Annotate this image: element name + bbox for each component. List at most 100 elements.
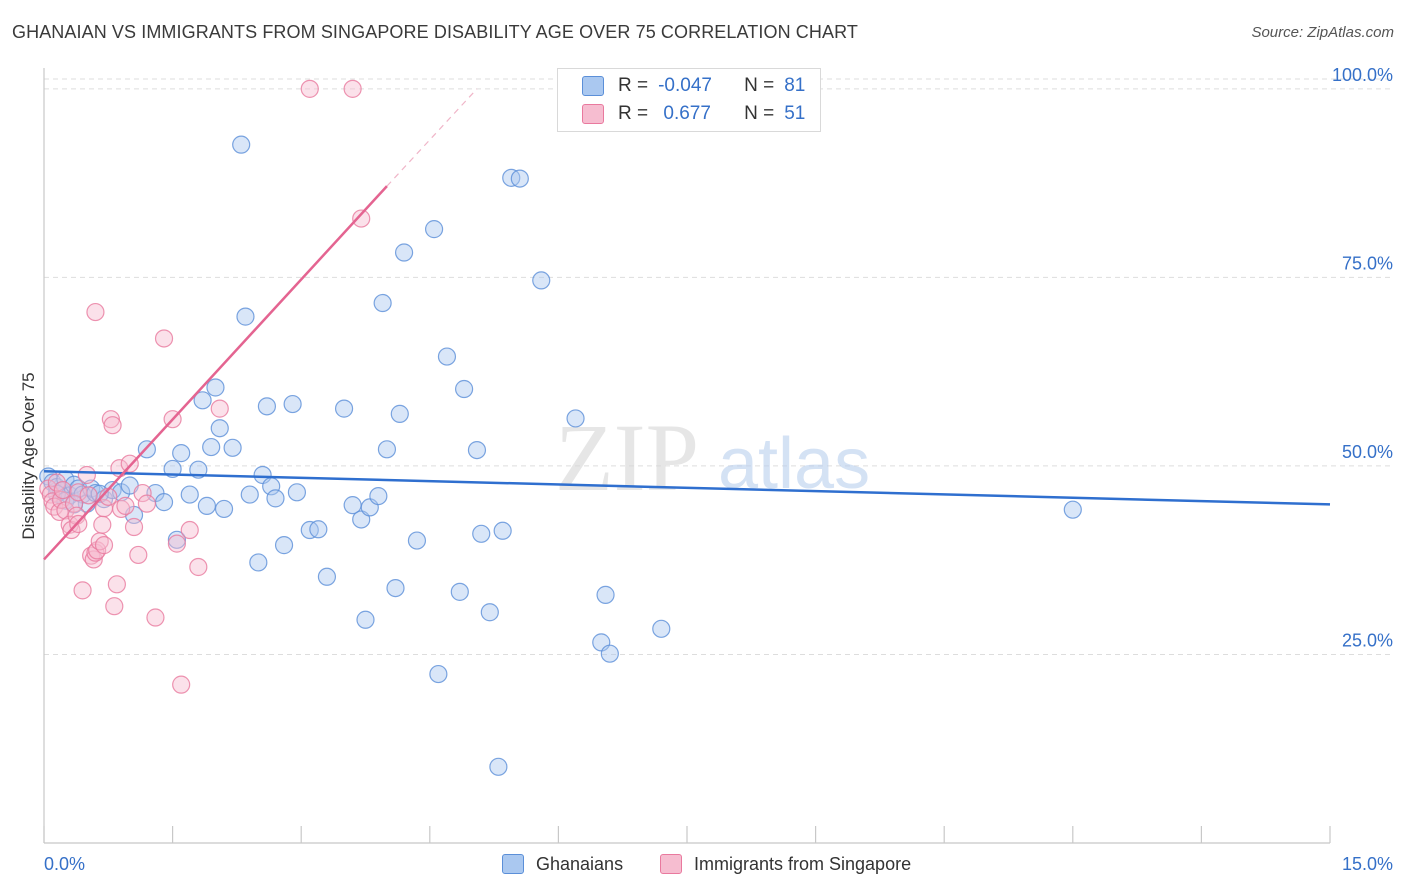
ghanaian-point bbox=[266, 489, 285, 508]
legend-swatch-pink bbox=[582, 104, 604, 124]
x-tick-label-min: 0.0% bbox=[44, 854, 85, 874]
ghanaian-point bbox=[249, 553, 268, 572]
legend-swatch-blue bbox=[582, 76, 604, 96]
ghanaian-point bbox=[369, 486, 388, 506]
ghanaian-point bbox=[510, 169, 529, 188]
ghanaian-point bbox=[283, 394, 302, 414]
ghanaian-point bbox=[202, 437, 221, 457]
singapore-point bbox=[86, 302, 105, 322]
ghanaian-point bbox=[236, 307, 255, 326]
singapore-point bbox=[77, 465, 96, 485]
ghanaian-point bbox=[257, 397, 277, 416]
series-ghanaians bbox=[39, 135, 1082, 776]
ghanaian-point bbox=[600, 644, 619, 663]
singapore-point bbox=[79, 486, 98, 505]
y-tick-label: 100.0% bbox=[1332, 65, 1393, 85]
ghanaian-point bbox=[489, 757, 508, 776]
source-label: Source: ZipAtlas.com bbox=[1251, 24, 1394, 41]
ghanaian-point bbox=[334, 399, 354, 418]
singapore-point bbox=[73, 581, 92, 600]
legend-r-label: R = bbox=[618, 103, 649, 124]
x-tick-label-max: 15.0% bbox=[1342, 854, 1393, 874]
ghanaian-point bbox=[386, 578, 405, 598]
singapore-point bbox=[69, 483, 88, 502]
ghanaian-point bbox=[450, 582, 469, 601]
ghanaian-point bbox=[274, 536, 294, 555]
ghanaian-point bbox=[390, 404, 409, 423]
singapore-point bbox=[107, 575, 126, 594]
y-tick-label: 25.0% bbox=[1342, 630, 1393, 650]
singapore-point bbox=[105, 597, 124, 616]
singapore-point bbox=[137, 494, 156, 513]
singapore-trend-line bbox=[43, 185, 388, 561]
singapore-point bbox=[189, 557, 208, 577]
ghanaian-point bbox=[407, 531, 427, 550]
singapore-point bbox=[120, 454, 139, 473]
ghanaian-point bbox=[373, 293, 392, 313]
ghanaian-point bbox=[232, 135, 251, 154]
legend-n-value: 81 bbox=[784, 75, 806, 96]
ghanaian-point bbox=[309, 520, 328, 539]
bottom-legend-label: Ghanaians bbox=[536, 853, 624, 874]
ghanaian-point bbox=[197, 496, 216, 515]
y-tick-label: 75.0% bbox=[1342, 253, 1393, 273]
singapore-point bbox=[93, 515, 112, 534]
singapore-point bbox=[103, 416, 122, 435]
legend-n-value: 51 bbox=[784, 103, 806, 124]
singapore-point bbox=[124, 517, 144, 537]
stats-legend: R = -0.047 N = 81 R = 0.677 N = 51 bbox=[557, 68, 821, 132]
singapore-point bbox=[210, 399, 229, 418]
ghanaian-point bbox=[467, 440, 487, 460]
ghanaian-point bbox=[206, 378, 225, 397]
ghanaian-point bbox=[454, 379, 474, 399]
ghanaian-point bbox=[180, 485, 199, 504]
ghanaian-point bbox=[493, 521, 512, 540]
legend-r-value: 0.677 bbox=[658, 103, 711, 124]
singapore-point bbox=[116, 496, 135, 515]
ghanaian-point bbox=[223, 438, 242, 457]
legend-row-singapore: R = 0.677 N = 51 bbox=[582, 101, 805, 127]
legend-n-label: N = bbox=[744, 75, 775, 96]
singapore-point bbox=[154, 329, 174, 348]
chart-title: GHANAIAN VS IMMIGRANTS FROM SINGAPORE DI… bbox=[12, 22, 858, 42]
ghanaian-point bbox=[240, 485, 259, 504]
legend-row-ghanaians: R = -0.047 N = 81 bbox=[582, 73, 805, 99]
ghanaian-point bbox=[652, 619, 671, 638]
watermark-zip: ZIP bbox=[555, 404, 699, 511]
tick-labels: 25.0% 50.0% 75.0% 100.0% 0.0% 15.0% bbox=[44, 65, 1393, 874]
series-singapore bbox=[39, 79, 371, 694]
singapore-point bbox=[172, 675, 191, 694]
ghanaian-point bbox=[532, 271, 551, 290]
ghanaian-point bbox=[356, 610, 375, 629]
singapore-point bbox=[167, 534, 186, 553]
singapore-point bbox=[133, 483, 152, 503]
singapore-point bbox=[352, 209, 371, 228]
ghanaian-point bbox=[317, 567, 337, 586]
trend-lines bbox=[43, 88, 1331, 561]
bottom-legend-singapore: Immigrants from Singapore bbox=[660, 852, 911, 876]
grid-lines bbox=[44, 78, 1394, 655]
y-axis-label: Disability Age Over 75 bbox=[19, 372, 38, 539]
ghanaian-point bbox=[287, 483, 307, 502]
legend-n-label: N = bbox=[744, 103, 775, 124]
legend-r-label: R = bbox=[618, 75, 649, 96]
singapore-point bbox=[180, 520, 199, 540]
bottom-legend-label: Immigrants from Singapore bbox=[694, 853, 912, 874]
singapore-point bbox=[129, 545, 148, 565]
ghanaian-point bbox=[596, 585, 615, 604]
ghanaian-point bbox=[1063, 500, 1082, 519]
ghanaian-point bbox=[437, 347, 457, 366]
singapore-point bbox=[45, 497, 64, 516]
bottom-legend-swatch-pink bbox=[660, 854, 682, 874]
bottom-legend-ghanaians: Ghanaians bbox=[502, 852, 623, 876]
ghanaian-point bbox=[172, 444, 191, 463]
singapore-trend-extension bbox=[386, 88, 478, 187]
ghanaian-point bbox=[214, 499, 234, 519]
ghanaian-point bbox=[394, 243, 414, 262]
ghanaian-point bbox=[193, 391, 212, 410]
axes bbox=[43, 68, 1331, 844]
ghanaian-point bbox=[377, 440, 397, 459]
singapore-point bbox=[343, 79, 362, 98]
ghanaian-point bbox=[154, 493, 174, 512]
